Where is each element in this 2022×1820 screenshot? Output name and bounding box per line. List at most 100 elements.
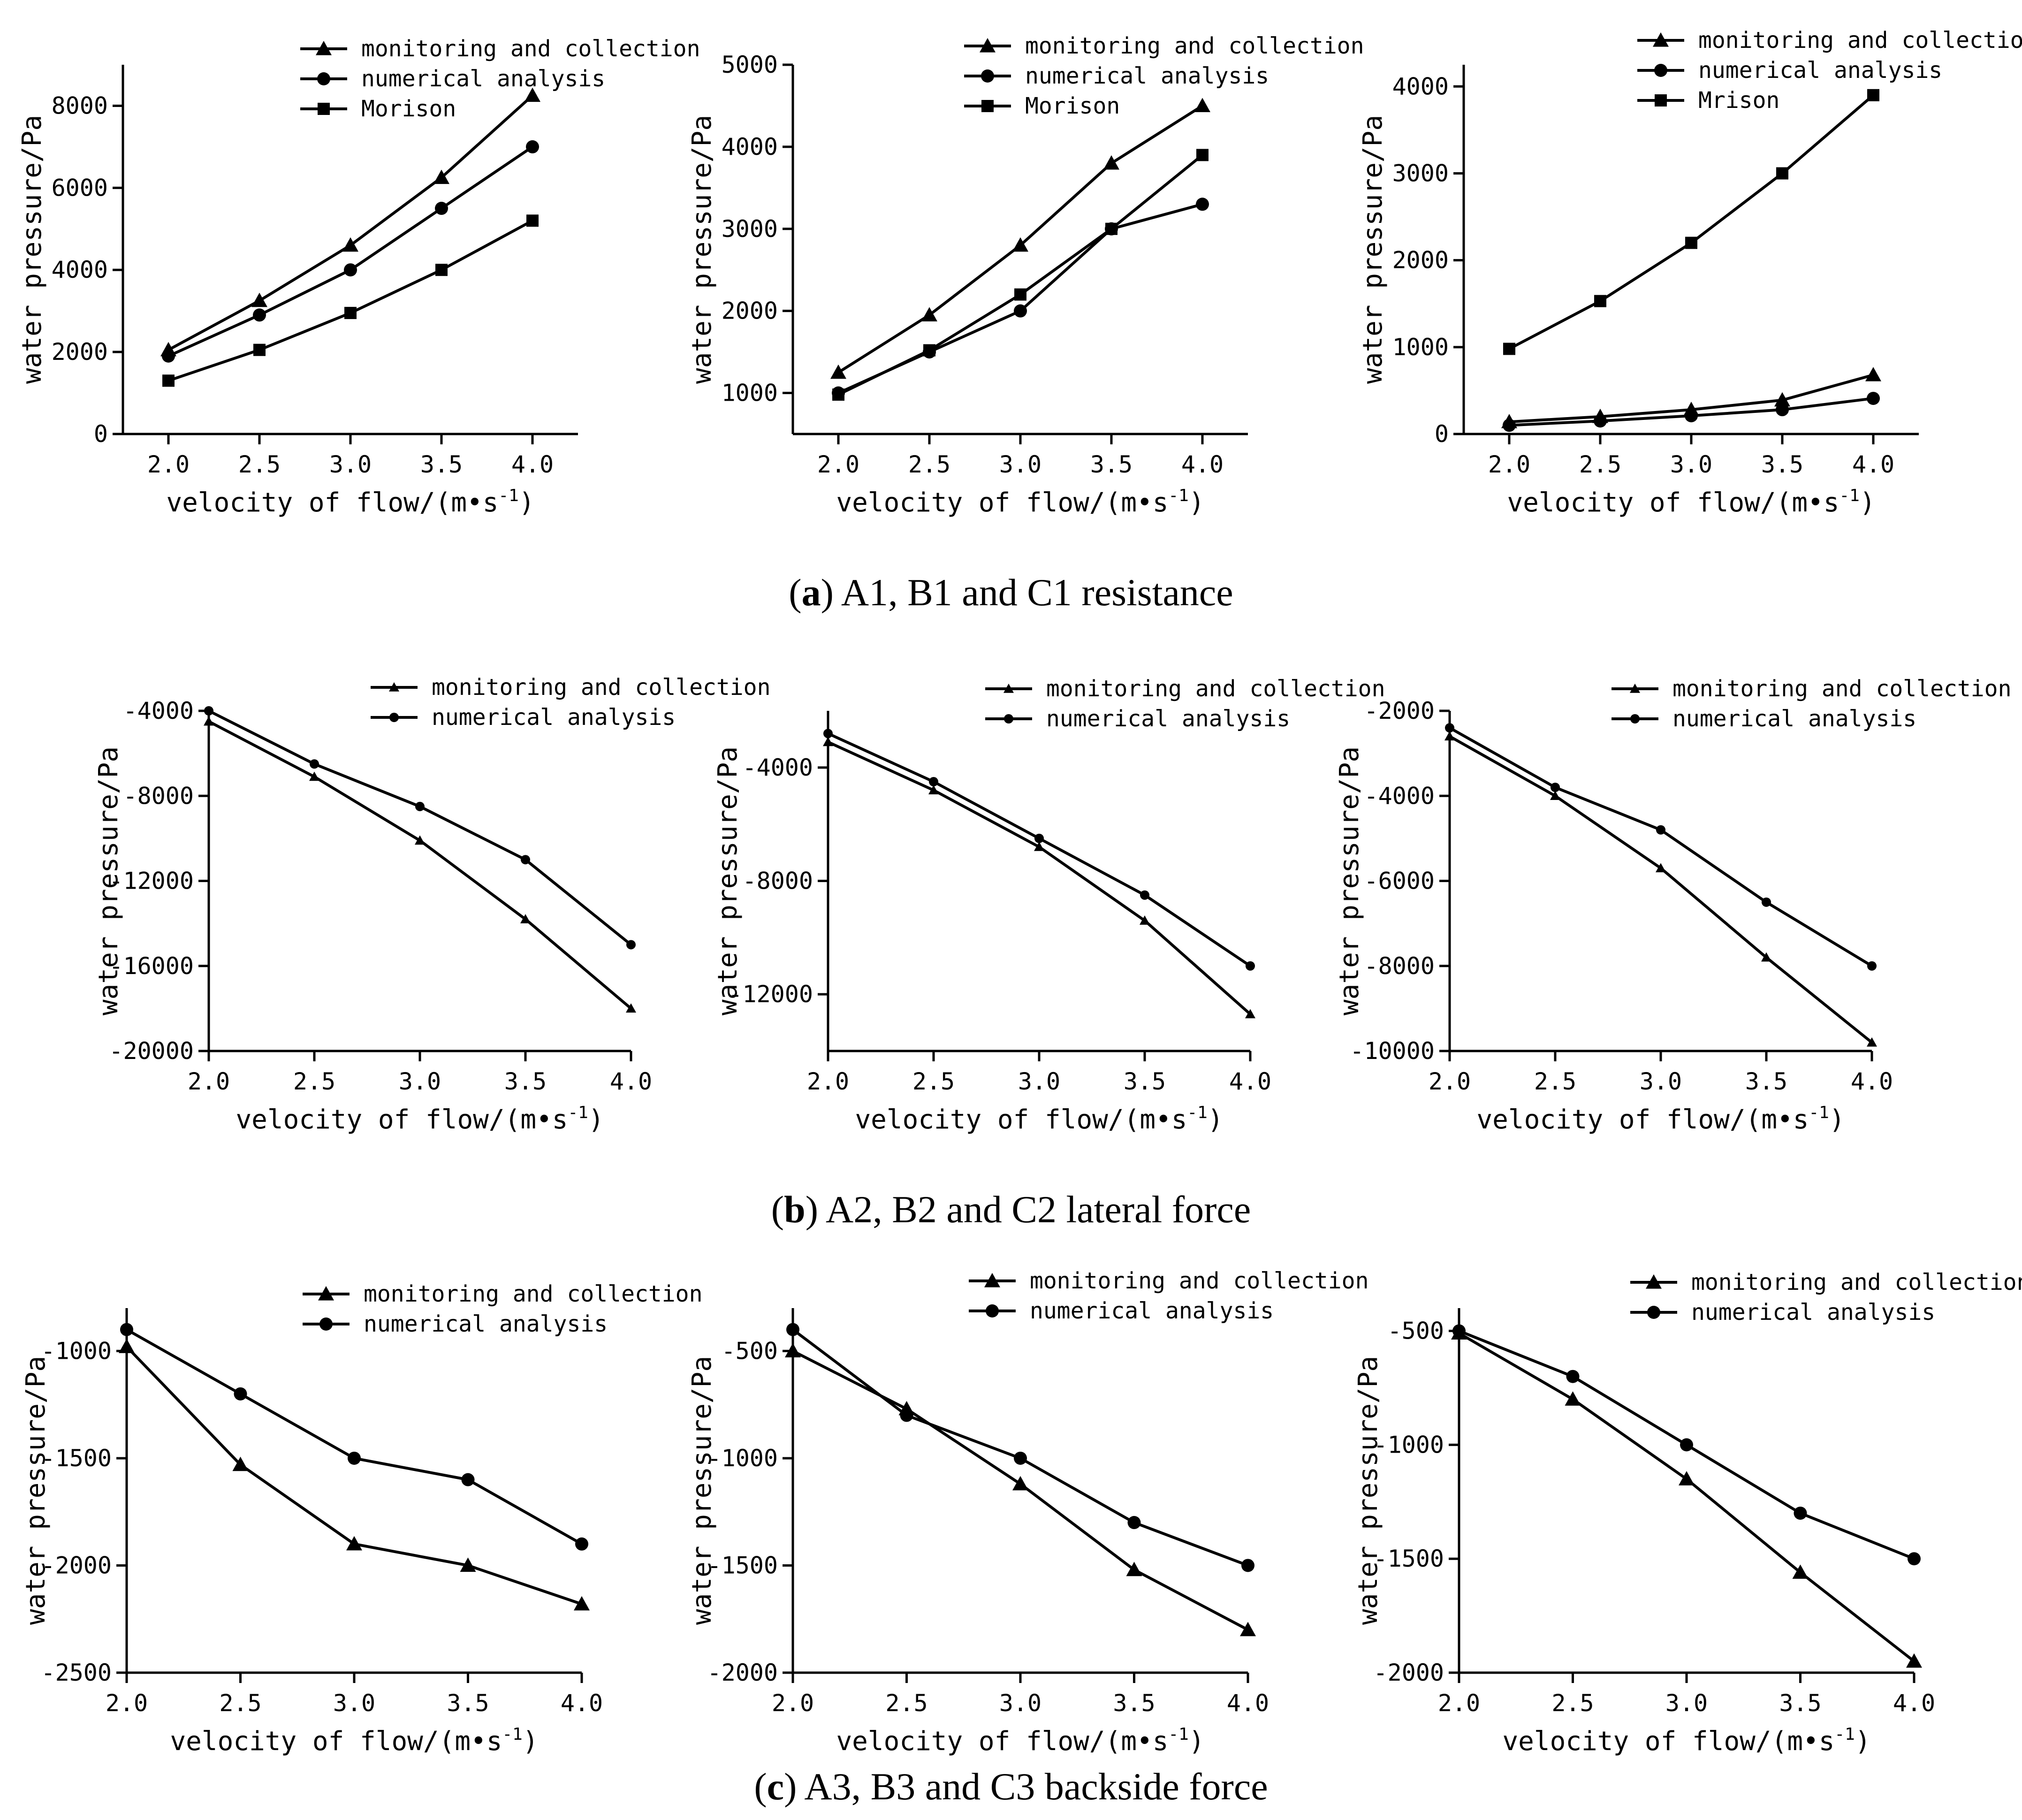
caption-a: (a) A1, B1 and C1 resistance [789,571,1233,614]
legend-label: monitoring and collection [1698,27,2022,53]
x-tick-label: 2.5 [908,451,950,478]
y-tick-label: -4000 [123,697,194,724]
data-point [232,1456,249,1471]
x-tick-label: 4.0 [1851,1068,1893,1095]
legend-label: Morison [361,96,456,122]
x-tick-label: 2.5 [219,1690,261,1717]
y-axis-title: water pressure/Pa [687,1356,717,1625]
series-monitoring-and-collection [204,716,636,1013]
y-tick-label: 0 [1435,420,1449,448]
y-axis-title: water pressure/Pa [17,115,47,384]
legend-label: numerical analysis [1046,706,1290,732]
legend-marker [984,1273,1000,1287]
series-monitoring-and-collection [823,737,1255,1019]
data-point [1452,1324,1466,1338]
caption-b-text: A2, B2 and C2 lateral force [818,1188,1251,1231]
x-axis-title: velocity of flow/(m•s-1) [836,486,1204,518]
caption-b-open: ( [771,1188,784,1231]
data-point [204,706,213,716]
data-point [1774,392,1790,407]
caption-a-open: ( [789,571,801,614]
data-point [575,1537,588,1551]
series-numerical-analysis [1503,392,1880,432]
data-point [461,1473,475,1486]
x-axis-title: velocity of flow/(m•s-1) [1507,486,1875,518]
legend-marker [1655,94,1667,107]
y-axis-title: water pressure/Pa [21,1356,51,1625]
series-line [1508,94,1874,350]
legend-marker [318,1286,334,1301]
data-point [234,1387,247,1401]
data-point [1867,1037,1877,1047]
data-point [120,1323,133,1336]
y-tick-label: 6000 [52,174,108,201]
chart-a-1: 2.0 2.5 3.0 3.5 4.0 0 2000 4000 6000 8000 velocity… [17,36,700,518]
x-axis-title-exponent: -1 [1187,1103,1207,1122]
data-point [253,308,266,322]
data-point [626,940,636,950]
x-tick-label: 3.0 [1665,1690,1708,1717]
y-axis-title: water pressure/Pa [93,746,124,1015]
y-axis-title: water pressure/Pa [1358,115,1388,384]
y-tick-label: -1500 [41,1445,112,1472]
y-tick-label: -500 [722,1337,778,1364]
series-monitoring-and-collection [785,1343,1256,1637]
y-tick-label: -8000 [742,868,813,895]
x-tick-label: 2.0 [1429,1068,1471,1095]
data-point [1503,343,1515,355]
y-tick-label: -12000 [109,868,194,895]
chart-c-1: 2.0 2.5 3.0 3.5 4.0 -1000 -1500 -2000 -2500 veloc… [21,1281,702,1757]
y-tick-label: -1000 [707,1445,778,1472]
y-tick-label: -20000 [109,1037,194,1065]
x-tick-label: 4.0 [1893,1690,1935,1717]
series-monitoring-and-collection [1451,1325,1922,1668]
legend: monitoring and collection numerical analy… [985,676,1385,732]
legend: monitoring and collection numerical analy… [303,1281,702,1337]
y-tick-label: -1500 [707,1552,778,1579]
data-point [435,264,448,276]
y-tick-label: 5000 [722,51,778,78]
x-axis-title: velocity of flow/(m•s-1) [855,1103,1223,1135]
chart-c-2: 2.0 2.5 3.0 3.5 4.0 -500 -1000 -1500 -2000 veloci… [687,1268,1368,1757]
data-point [520,914,531,923]
chart-panels: 2.0 2.5 3.0 3.5 4.0 0 2000 4000 6000 8000 velocity… [17,27,2022,1757]
x-axis-title-exponent: -1 [1809,1103,1829,1122]
y-tick-label: -2000 [1364,697,1435,724]
y-tick-label: 3000 [1392,160,1449,187]
legend: monitoring and collection numerical analy… [1612,676,2011,732]
legend-label: numerical analysis [1025,63,1269,89]
x-axis-title: velocity of flow/(m•s-1) [170,1725,538,1757]
x-axis-title-exponent: -1 [1834,1725,1855,1744]
x-tick-label: 2.0 [1438,1690,1480,1717]
data-point [1012,1476,1028,1491]
x-tick-label: 2.5 [912,1068,955,1095]
data-point [346,1536,362,1551]
data-point [1867,392,1880,405]
y-axis-title: water pressure/Pa [687,115,717,384]
y-tick-label: -12000 [728,981,813,1008]
series-numerical-analysis [120,1323,588,1551]
series-morison [832,149,1209,401]
data-point [786,1323,799,1336]
y-tick-label: 1000 [1392,334,1449,361]
x-axis-title-tail: ) [1189,487,1205,518]
y-tick-label: 4000 [1392,73,1449,100]
caption-c-text: A3, B3 and C3 backside force [797,1765,1268,1808]
data-point [1194,98,1210,113]
data-point [348,1451,361,1465]
data-point [344,263,357,277]
data-point [1126,1561,1142,1576]
data-point [830,364,846,379]
y-tick-label: -16000 [109,952,194,980]
data-point [823,737,833,746]
data-point [1014,288,1026,301]
caption-b-letter: b [784,1188,806,1231]
data-point [310,759,319,769]
x-tick-label: 3.5 [420,451,463,478]
data-point [900,1409,913,1422]
chart-c-3: 2.0 2.5 3.0 3.5 4.0 -500 -1000 -1500 -2000 veloci… [1353,1269,2022,1757]
x-tick-label: 3.5 [1761,451,1803,478]
legend-marker [1630,684,1640,693]
y-tick-label: -2000 [1373,1659,1444,1686]
x-tick-label: 3.0 [1640,1068,1682,1095]
